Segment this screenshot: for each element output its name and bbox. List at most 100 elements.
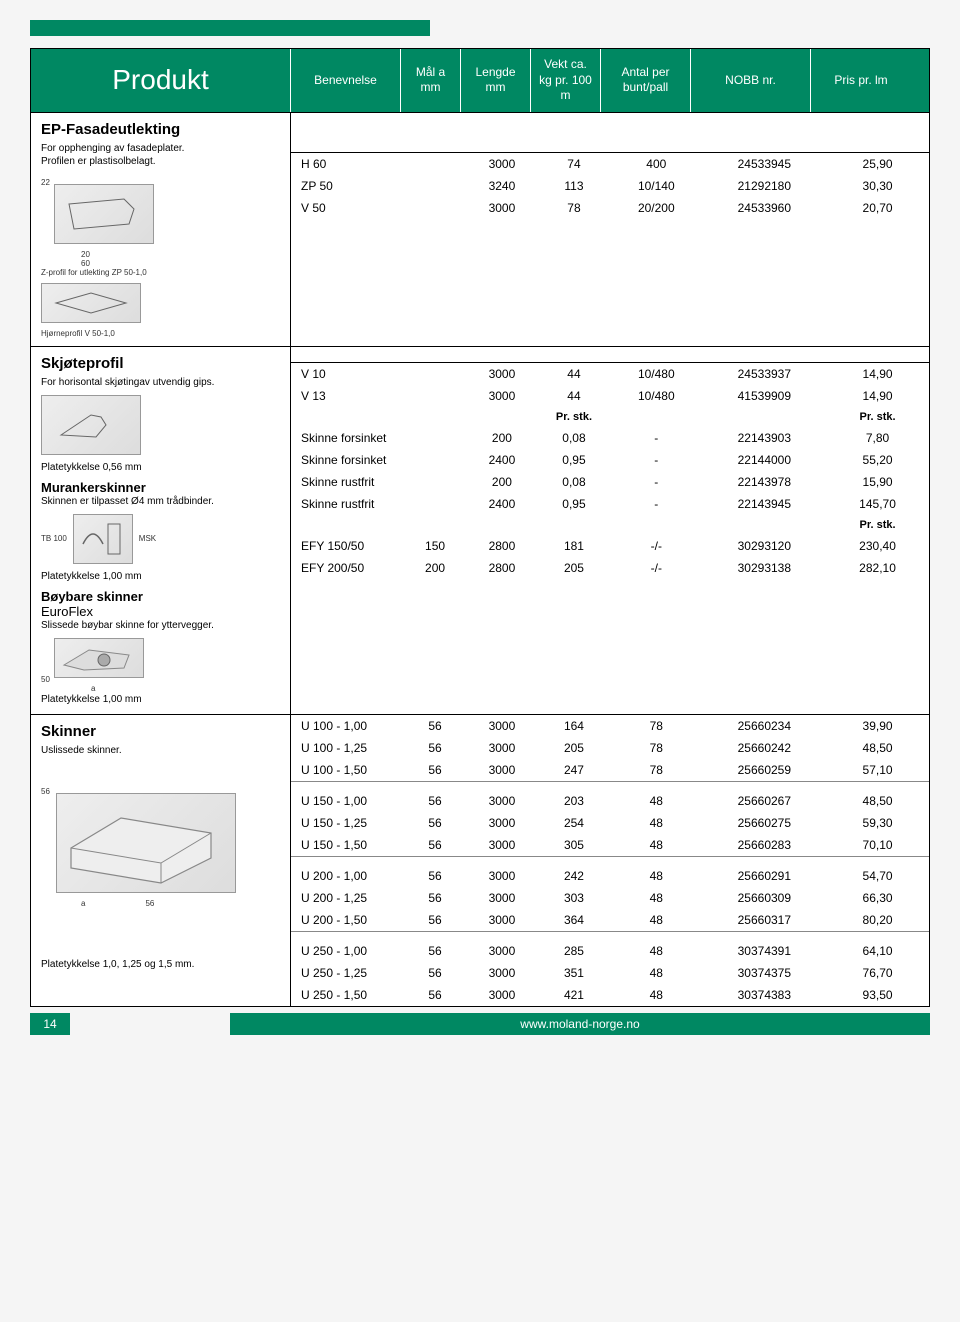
- cell-len: 3000: [466, 887, 538, 909]
- cell-ben: V 13: [291, 385, 404, 407]
- cell-vekt: 44: [538, 363, 610, 385]
- cell-ben: U 250 - 1,50: [291, 984, 404, 1006]
- cell-len: 3000: [466, 962, 538, 984]
- cell-vekt: 205: [538, 557, 610, 579]
- cell-mal: 56: [404, 984, 466, 1006]
- murank-msk: MSK: [139, 534, 156, 543]
- cell-nobb: 24533937: [703, 363, 826, 385]
- cell-pris: 7,80: [826, 427, 929, 449]
- ep-diag-b-label: Hjørneprofil V 50-1,0: [41, 329, 280, 338]
- ep-table: H 603000744002453394525,90ZP 50324011310…: [291, 153, 929, 219]
- table-row: U 100 - 1,00563000164782566023439,90: [291, 715, 929, 737]
- cell-ant: -: [610, 449, 703, 471]
- ep-dim-60: 60: [81, 259, 280, 268]
- cell-mal: 56: [404, 715, 466, 737]
- murank-hdr-vekt: Pr. stk.: [538, 407, 610, 427]
- cell-len: 3000: [466, 197, 538, 219]
- cell-len: 2400: [466, 449, 538, 471]
- cell-nobb: 25660267: [703, 790, 826, 812]
- skinner-dim-56b: 56: [145, 899, 154, 908]
- cell-len: 2800: [466, 557, 538, 579]
- cell-pris: 20,70: [826, 197, 929, 219]
- page-number: 14: [30, 1013, 70, 1035]
- cell-ant: 48: [610, 790, 703, 812]
- ep-diag-a-label: Z-profil for utlekting ZP 50-1,0: [41, 268, 280, 277]
- cell-len: 3000: [466, 834, 538, 857]
- table-row: Skinne rustfrit2000,08-2214397815,90: [291, 471, 929, 493]
- cell-mal: 56: [404, 865, 466, 887]
- cell-pris: 48,50: [826, 737, 929, 759]
- skinner-dim-a: a: [81, 899, 85, 908]
- cell-pris: 25,90: [826, 153, 929, 175]
- cell-len: 3000: [466, 363, 538, 385]
- ep-dim-22: 22: [41, 178, 50, 250]
- header-vekt: Vekt ca. kg pr. 100 m: [531, 49, 601, 112]
- cell-nobb: 25660291: [703, 865, 826, 887]
- boybare-hdr-pris: Pr. stk.: [826, 515, 929, 535]
- cell-vekt: 421: [538, 984, 610, 1006]
- cell-vekt: 113: [538, 175, 610, 197]
- header-nobb: NOBB nr.: [691, 49, 811, 112]
- skinner-note: Uslissede skinner.: [41, 744, 280, 757]
- murank-subheader: Pr. stk. Pr. stk.: [291, 407, 929, 427]
- header-mal: Mål a mm: [401, 49, 461, 112]
- cell-mal: 56: [404, 909, 466, 932]
- cell-pris: 39,90: [826, 715, 929, 737]
- table-row: EFY 150/501502800181-/-30293120230,40: [291, 535, 929, 557]
- cell-len: 3000: [466, 790, 538, 812]
- cell-mal: [404, 363, 466, 385]
- murank-note: Skinnen er tilpasset Ø4 mm trådbinder.: [41, 495, 280, 508]
- header-produkt: Produkt: [31, 49, 291, 112]
- cell-pris: 59,30: [826, 812, 929, 834]
- cell-vekt: 285: [538, 940, 610, 962]
- cell-ben: EFY 150/50: [291, 535, 404, 557]
- cell-vekt: 164: [538, 715, 610, 737]
- cell-vekt: 181: [538, 535, 610, 557]
- cell-pris: 145,70: [826, 493, 929, 515]
- cell-ant: 78: [610, 737, 703, 759]
- boybare-diagram: [54, 638, 144, 678]
- cell-ben: EFY 200/50: [291, 557, 404, 579]
- cell-ben: Skinne rustfrit: [291, 471, 404, 493]
- cell-ben: Skinne forsinket: [291, 449, 404, 471]
- cell-nobb: 30374391: [703, 940, 826, 962]
- cell-ant: -: [610, 493, 703, 515]
- table-row: V 1030004410/4802453393714,90: [291, 363, 929, 385]
- murank-hdr-pris: Pr. stk.: [826, 407, 929, 427]
- cell-ben: ZP 50: [291, 175, 404, 197]
- section-skjote: Skjøteprofil For horisontal skjøtingav u…: [30, 347, 930, 715]
- cell-ant: 20/200: [610, 197, 703, 219]
- ep-dim-20: 20: [81, 250, 280, 259]
- cell-nobb: 25660259: [703, 759, 826, 782]
- cell-vekt: 247: [538, 759, 610, 782]
- table-row: U 250 - 1,00563000285483037439164,10: [291, 940, 929, 962]
- boybare-dim-50: 50: [41, 675, 50, 684]
- boybare-plate-note: Platetykkelse 1,00 mm: [41, 693, 280, 706]
- table-row: Skinne rustfrit24000,95-22143945145,70: [291, 493, 929, 515]
- cell-len: 3000: [466, 737, 538, 759]
- cell-mal: 200: [404, 557, 466, 579]
- cell-len: 2400: [466, 493, 538, 515]
- ep-title: EP-Fasadeutlekting: [41, 121, 280, 138]
- cell-ben: U 100 - 1,00: [291, 715, 404, 737]
- skjote-title: Skjøteprofil: [41, 355, 280, 372]
- cell-mal: [404, 175, 466, 197]
- cell-len: 200: [466, 471, 538, 493]
- cell-mal: 56: [404, 887, 466, 909]
- cell-mal: 56: [404, 940, 466, 962]
- header-lengde: Lengde mm: [461, 49, 531, 112]
- cell-vekt: 0,08: [538, 471, 610, 493]
- skinner-table: U 100 - 1,00563000164782566023439,90U 10…: [291, 715, 929, 1006]
- cell-nobb: 22143978: [703, 471, 826, 493]
- cell-ant: 48: [610, 834, 703, 857]
- cell-pris: 282,10: [826, 557, 929, 579]
- header-antal: Antal per bunt/pall: [601, 49, 691, 112]
- cell-nobb: 25660317: [703, 909, 826, 932]
- table-row: U 200 - 1,00563000242482566029154,70: [291, 865, 929, 887]
- cell-vekt: 254: [538, 812, 610, 834]
- cell-len: 3000: [466, 759, 538, 782]
- cell-vekt: 242: [538, 865, 610, 887]
- table-row: U 150 - 1,50563000305482566028370,10: [291, 834, 929, 857]
- cell-ben: U 100 - 1,50: [291, 759, 404, 782]
- cell-nobb: 22143903: [703, 427, 826, 449]
